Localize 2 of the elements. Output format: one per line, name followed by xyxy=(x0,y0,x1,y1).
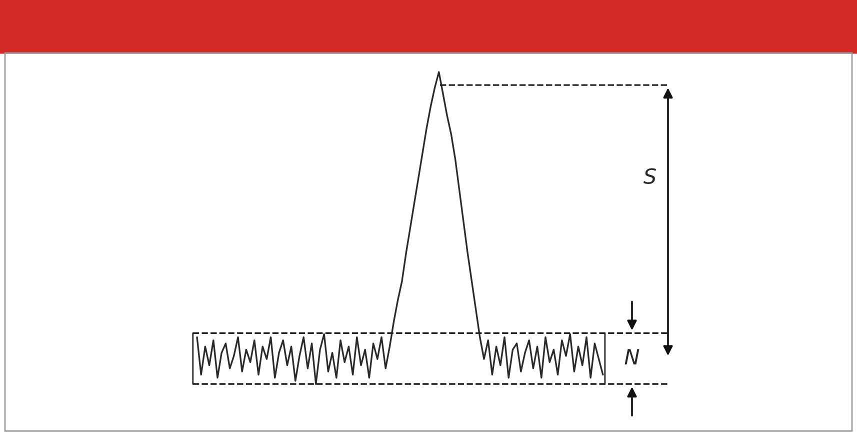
text: N xyxy=(624,349,640,364)
text: S xyxy=(644,168,656,184)
